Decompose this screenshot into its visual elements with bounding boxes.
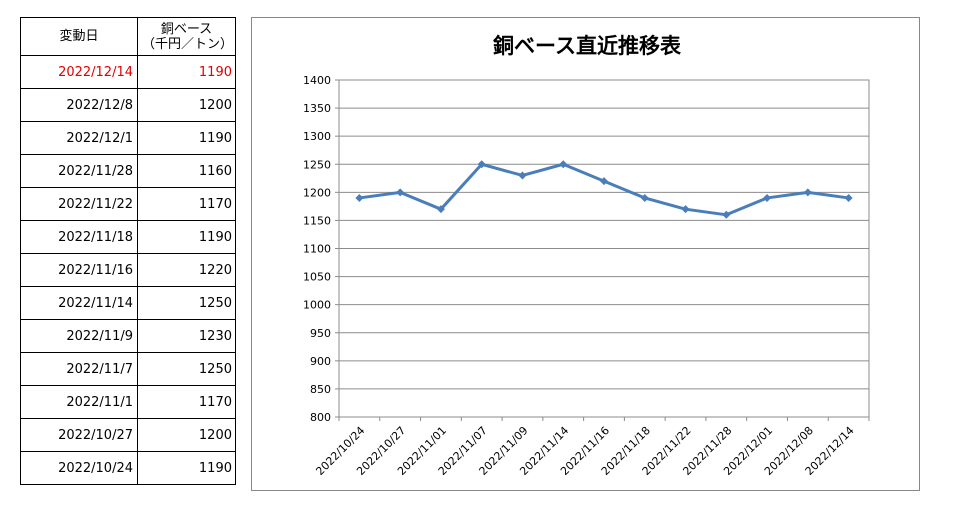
- data-point: [722, 210, 731, 219]
- table-row: 2022/11/28 1160: [20, 154, 236, 188]
- row-value: 1200: [137, 88, 236, 122]
- y-tick-label: 1300: [303, 130, 331, 143]
- y-tick-label: 1200: [303, 186, 331, 199]
- copper-base-table: 変動日 銅ベース （千円／トン） 2022/12/14 1190 2022/12/8…: [20, 17, 236, 485]
- row-value: 1170: [137, 187, 236, 221]
- data-point: [600, 177, 608, 186]
- data-point: [681, 205, 690, 214]
- grid-lines: [335, 79, 870, 418]
- table-row: 2022/11/14 1250: [20, 286, 236, 320]
- row-date: 2022/12/14: [20, 55, 138, 89]
- row-value: 1230: [137, 319, 236, 353]
- table-row: 2022/10/24 1190: [20, 451, 236, 485]
- header-change-date: 変動日: [20, 17, 138, 56]
- header-copper-base-unit: （千円／トン）: [142, 36, 234, 52]
- data-point: [803, 188, 812, 197]
- row-date: 2022/11/14: [20, 286, 138, 320]
- plot-area-border: [338, 79, 870, 418]
- row-value: 1170: [137, 385, 236, 419]
- row-date: 2022/12/1: [20, 121, 138, 155]
- table-row: 2022/11/1 1170: [20, 385, 236, 419]
- y-tick-label: 1250: [303, 158, 331, 171]
- table-row: 2022/12/8 1200: [20, 88, 236, 122]
- table-row: 2022/11/16 1220: [20, 253, 236, 287]
- row-date: 2022/11/7: [20, 352, 138, 386]
- y-tick-label: 1100: [303, 243, 331, 256]
- data-point: [763, 193, 772, 202]
- y-tick-label: 850: [310, 383, 331, 396]
- data-point: [518, 171, 527, 180]
- series-layer: [355, 160, 853, 219]
- y-tick-label: 1150: [303, 214, 331, 227]
- header-copper-base: 銅ベース （千円／トン）: [137, 17, 236, 56]
- chart-title: 銅ベース直近推移表: [493, 34, 682, 58]
- y-tick-label: 1000: [303, 299, 331, 312]
- chart-panel: 銅ベース直近推移表 800 850 900 950 1000 1050 1100 1150 12…: [251, 17, 920, 491]
- table-row: 2022/12/1 1190: [20, 121, 236, 155]
- row-value: 1160: [137, 154, 236, 188]
- row-date: 2022/12/8: [20, 88, 138, 122]
- row-value: 1250: [137, 352, 236, 386]
- x-axis-ticks: 2022/10/242022/10/272022/11/012022/11/07…: [313, 417, 870, 478]
- header-copper-base-line1: 銅ベース: [160, 21, 213, 37]
- row-date: 2022/10/27: [20, 418, 138, 452]
- table-row: 2022/12/14 1190: [20, 55, 236, 89]
- data-point: [559, 160, 568, 169]
- table-row: 2022/11/22 1170: [20, 187, 236, 221]
- line-chart: 銅ベース直近推移表 800 850 900 950 1000 1050 1100 1150 12…: [303, 34, 870, 478]
- data-point: [355, 193, 364, 202]
- y-tick-label: 800: [310, 411, 331, 424]
- data-point: [640, 193, 649, 202]
- row-date: 2022/10/24: [20, 451, 138, 485]
- row-date: 2022/11/28: [20, 154, 138, 188]
- row-value: 1190: [137, 220, 236, 254]
- table-row: 2022/11/9 1230: [20, 319, 236, 353]
- table-row: 2022/10/27 1200: [20, 418, 236, 452]
- table-header-row: 変動日 銅ベース （千円／トン）: [20, 17, 236, 56]
- row-date: 2022/11/9: [20, 319, 138, 353]
- y-tick-label: 1050: [303, 271, 331, 284]
- row-value: 1190: [137, 451, 236, 485]
- data-point: [844, 193, 853, 202]
- y-tick-label: 1350: [303, 102, 331, 115]
- table-body: 2022/12/14 1190 2022/12/8 1200 2022/12/1 1190…: [20, 55, 236, 485]
- row-value: 1250: [137, 286, 236, 320]
- row-value: 1220: [137, 253, 236, 287]
- row-date: 2022/11/22: [20, 187, 138, 221]
- y-axis-ticks: 800 850 900 950 1000 1050 1100 1150 1200 1250 1300…: [303, 74, 331, 424]
- row-value: 1200: [137, 418, 236, 452]
- table-row: 2022/11/18 1190: [20, 220, 236, 254]
- data-point: [436, 205, 445, 214]
- y-tick-label: 900: [310, 355, 331, 368]
- y-tick-label: 1400: [303, 74, 331, 87]
- table-row: 2022/11/7 1250: [20, 352, 236, 386]
- row-date: 2022/11/18: [20, 220, 138, 254]
- series-line: [359, 162, 849, 217]
- data-point: [477, 160, 486, 169]
- data-point: [396, 188, 405, 197]
- row-value: 1190: [137, 55, 236, 89]
- row-value: 1190: [137, 121, 236, 155]
- y-tick-label: 950: [310, 327, 331, 340]
- row-date: 2022/11/16: [20, 253, 138, 287]
- row-date: 2022/11/1: [20, 385, 138, 419]
